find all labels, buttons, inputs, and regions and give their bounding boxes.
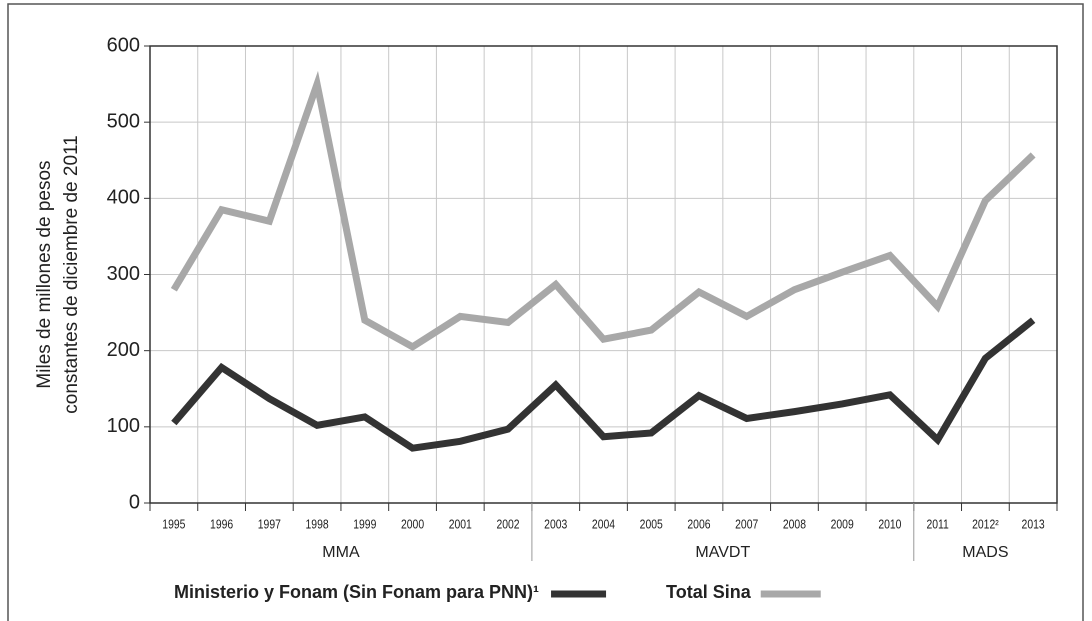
x-tick-label: 1997	[258, 517, 281, 531]
x-tick-label: 2007	[735, 517, 758, 531]
x-tick-label: 2003	[544, 517, 568, 531]
series-line	[170, 70, 1036, 351]
plot-border	[149, 45, 1058, 504]
x-tick-label: 2000	[401, 517, 425, 531]
y-tick-label: 200	[107, 339, 140, 361]
x-tick-label: 2010	[878, 517, 902, 531]
legend-label: Total Sina	[666, 582, 752, 602]
x-tick-label: 2006	[687, 517, 711, 531]
x-tick-label: 2005	[640, 517, 664, 531]
x-tick-label: 1995	[162, 517, 186, 531]
x-tick-label: 2012²	[972, 517, 999, 531]
y-tick-label: 100	[107, 415, 140, 437]
y-tick-label: 400	[107, 187, 140, 209]
y-axis-label: constantes de diciembre de 2011	[61, 135, 82, 414]
x-tick-label: 2001	[449, 517, 472, 531]
y-tick-label: 600	[107, 34, 140, 56]
group-label: MMA	[322, 544, 360, 561]
group-label: MADS	[962, 544, 1008, 561]
x-tick-label: 2009	[831, 517, 854, 531]
y-tick-label: 300	[107, 263, 140, 285]
y-axis-label: Miles de millones de pesos	[34, 160, 55, 388]
x-tick-label: 2008	[783, 517, 807, 531]
group-label: MAVDT	[695, 544, 750, 561]
x-tick-label: 2002	[496, 517, 519, 531]
y-tick-label: 0	[129, 491, 140, 513]
x-tick-label: 2004	[592, 517, 616, 531]
x-tick-label: 2013	[1022, 517, 1046, 531]
x-tick-label: 1999	[353, 517, 376, 531]
legend-label: Ministerio y Fonam (Sin Fonam para PNN)¹	[174, 582, 539, 602]
y-tick-label: 500	[107, 110, 140, 132]
x-tick-label: 1996	[210, 517, 234, 531]
x-tick-label: 2011	[926, 517, 948, 531]
series-line	[171, 317, 1036, 452]
x-tick-label: 1998	[306, 517, 330, 531]
frame	[7, 3, 1084, 621]
